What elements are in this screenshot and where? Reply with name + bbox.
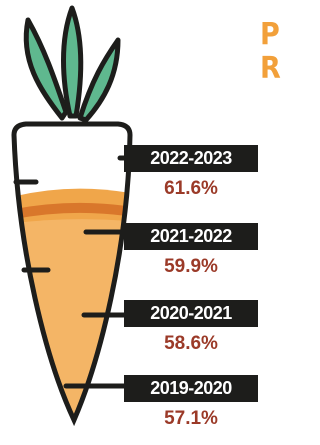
rate-value: 58.6%: [124, 331, 258, 357]
period-label: 2022-2023: [124, 145, 258, 172]
period-label: 2020-2021: [124, 300, 258, 327]
heading-fragment: P R: [260, 18, 281, 86]
item: 2020-2021 58.6%: [124, 300, 258, 357]
item: 2022-2023 61.6%: [124, 145, 258, 202]
period-label: 2019-2020: [124, 375, 258, 402]
heading-letter: P: [260, 18, 281, 52]
period-label: 2021-2022: [124, 223, 258, 250]
page: P R 2022-2023 61.6% 2021-2022 59.9% 2020-202…: [0, 0, 281, 445]
item: 2021-2022 59.9%: [124, 223, 258, 280]
rate-value: 61.6%: [124, 176, 258, 202]
rate-value: 57.1%: [124, 406, 258, 432]
heading-letter: R: [260, 52, 281, 86]
item: 2019-2020 57.1%: [124, 375, 258, 432]
rate-value: 59.9%: [124, 254, 258, 280]
